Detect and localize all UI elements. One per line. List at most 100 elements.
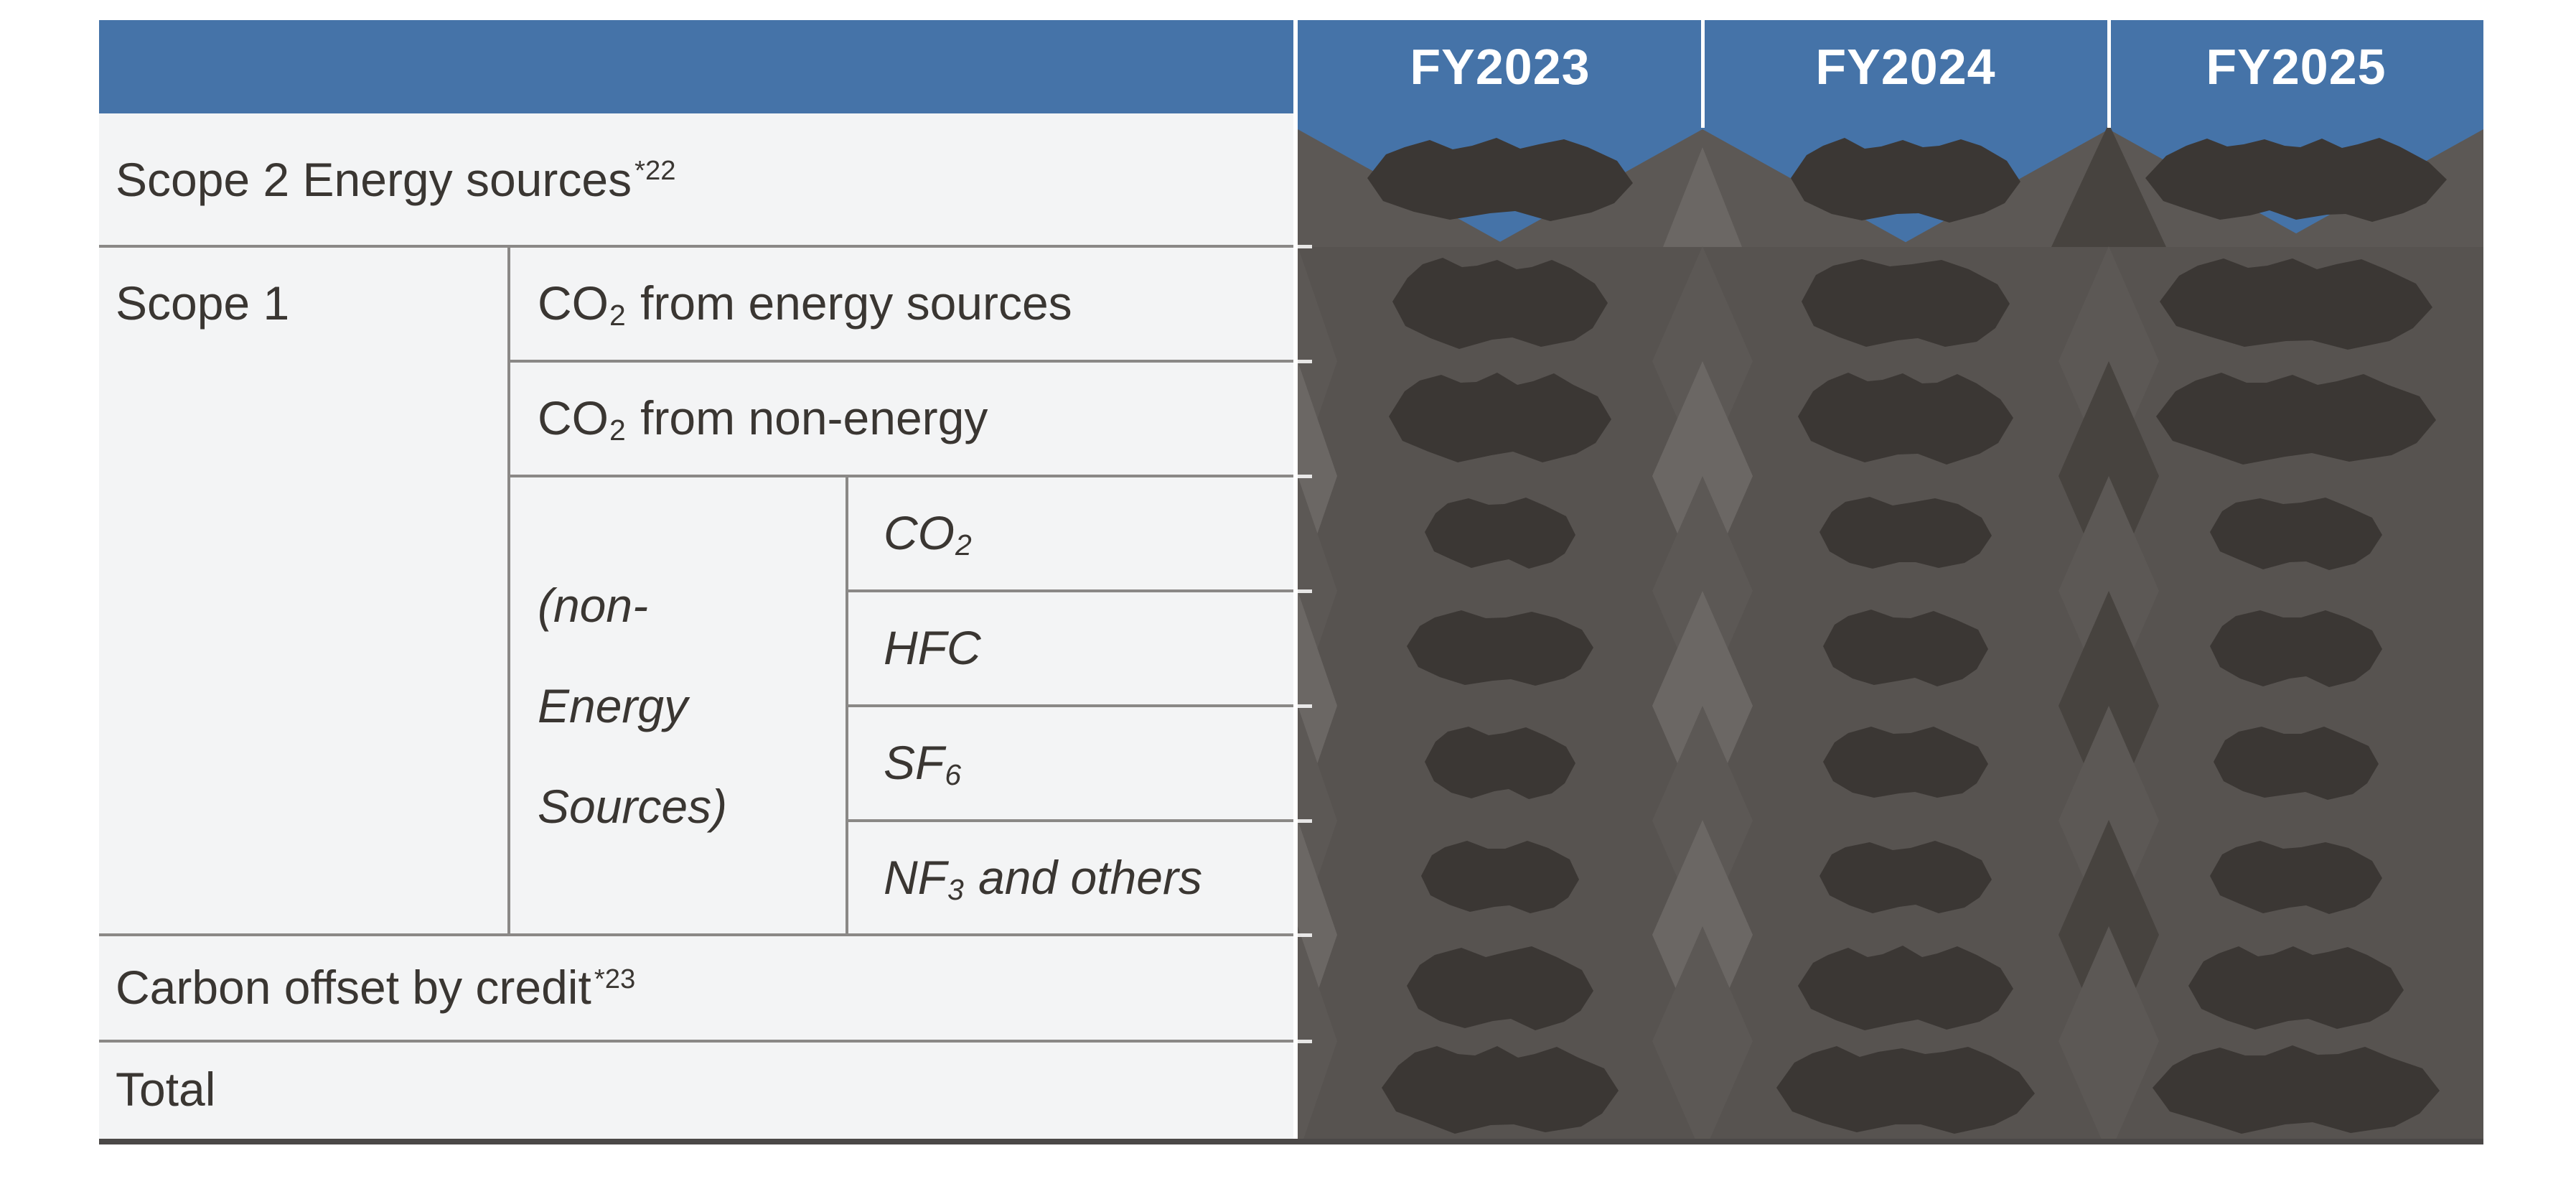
column-divider (507, 246, 510, 935)
label-main: Scope 1 (116, 276, 290, 330)
row-border-tick (1298, 475, 1312, 478)
footnote-superscript: *23 (594, 963, 636, 994)
row-label-gas-co2: CO2 (884, 476, 1271, 591)
redaction-blob (2210, 841, 2382, 914)
row-label-non-energy-group: (non- Energy Sources) (538, 476, 825, 935)
label-main: Scope 2 Energy sources (116, 152, 632, 206)
redaction-blob (1776, 1046, 2035, 1134)
label-main: SF (884, 736, 945, 790)
label-text: CO2 from non-energy (538, 391, 988, 447)
label-text: NF3 and others (884, 850, 1202, 906)
row-divider (846, 819, 1293, 822)
col-header-label: FY2024 (1815, 39, 1996, 95)
col-header-fy2024: FY2024 (1702, 20, 2109, 113)
label-text: SF6 (884, 736, 963, 791)
row-border-tick (1298, 933, 1312, 937)
col-header-fy2023: FY2023 (1298, 20, 1702, 113)
row-border-tick (1298, 589, 1312, 593)
redaction-blob (1798, 946, 2013, 1030)
redaction-blob (1823, 610, 1988, 686)
label-text: Scope 2 Energy sources *22 (116, 153, 676, 208)
label-main: (non- Energy Sources) (538, 578, 728, 833)
redaction-blob (2210, 498, 2382, 570)
label-main: NF (884, 850, 947, 904)
label-main: CO (884, 506, 955, 560)
row-label-co2-energy: CO2 from energy sources (538, 246, 1284, 361)
label-main: Total (116, 1063, 216, 1116)
row-label-gas-hfc: HFC (884, 591, 1271, 706)
redaction-wedge-light (1663, 147, 1742, 247)
redaction-blob (1407, 946, 1593, 1030)
redaction-blob (1389, 373, 1611, 462)
row-border-tick (1298, 1040, 1312, 1043)
table-bottom-border (99, 1139, 2483, 1144)
redaction-blob (1382, 1046, 1619, 1134)
redaction-blob (1823, 727, 1988, 798)
chemical-subscript: 6 (945, 758, 962, 792)
row-label-total: Total (116, 1041, 1235, 1139)
redaction-diamond (2059, 926, 2159, 1139)
row-label-carbon-offset: Carbon offset by credit *23 (116, 935, 1235, 1041)
redaction-blob (1819, 497, 1992, 569)
chemical-subscript: 2 (609, 299, 626, 332)
label-main: Carbon offset by credit (116, 961, 591, 1015)
label-text: Carbon offset by credit *23 (116, 961, 635, 1015)
row-border-tick (1298, 245, 1312, 248)
row-divider (507, 475, 1293, 477)
redaction-blob (1392, 258, 1608, 349)
redaction-diamond (1298, 926, 1337, 1139)
redaction-blob (1425, 727, 1575, 799)
header-band (99, 20, 1293, 113)
row-divider (846, 704, 1293, 707)
redaction-blob (2145, 138, 2447, 222)
row-divider (846, 589, 1293, 592)
chemical-subscript: 2 (609, 414, 626, 447)
label-main: CO (538, 276, 609, 330)
col-header-label: FY2025 (2206, 39, 2387, 95)
row-divider (507, 360, 1293, 363)
column-divider (846, 476, 848, 935)
label-rest: from non-energy (627, 391, 988, 445)
redaction-blob (2153, 1045, 2440, 1134)
redaction-blob (2160, 258, 2432, 350)
redaction-blob (1791, 138, 2020, 223)
row-label-gas-nf3: NF3 and others (884, 821, 1271, 935)
redaction-blob (2214, 727, 2379, 800)
redaction-blob (1367, 138, 1633, 221)
col-header-label: FY2023 (1410, 39, 1591, 95)
label-text: CO2 (884, 506, 973, 561)
label-main: CO (538, 391, 609, 445)
header-column-separator (2107, 20, 2111, 128)
row-divider (99, 245, 1293, 248)
col-header-fy2025: FY2025 (2109, 20, 2483, 113)
label-rest: and others (965, 850, 1202, 904)
redaction-blob (1421, 841, 1579, 913)
row-label-co2-non-energy: CO2 from non-energy (538, 361, 1284, 476)
row-border-tick (1298, 819, 1312, 823)
header-column-separator (1701, 20, 1705, 128)
label-rest: from energy sources (627, 276, 1072, 330)
row-border-tick (1298, 704, 1312, 708)
row-divider (99, 933, 1293, 936)
footnote-superscript: *22 (634, 155, 676, 187)
redaction-blob (2210, 610, 2382, 687)
row-divider (99, 1040, 1293, 1043)
redaction-blob (2156, 373, 2436, 465)
label-main: HFC (884, 621, 981, 675)
redaction-blob (1802, 259, 2010, 347)
redaction-blob (1407, 610, 1593, 686)
redaction-blob (1819, 841, 1992, 913)
row-border-tick (1298, 360, 1312, 363)
row-label-scope2: Scope 2 Energy sources *22 (116, 113, 1235, 246)
redaction-blob (1798, 373, 2013, 465)
row-label-gas-sf6: SF6 (884, 706, 1271, 821)
redaction-diamond (1652, 926, 1753, 1139)
label-text: CO2 from energy sources (538, 276, 1072, 332)
row-label-scope1: Scope 1 (116, 246, 489, 361)
label-area-background (99, 113, 1293, 1139)
redaction-blob (2188, 946, 2404, 1030)
label-text: HFC (884, 621, 983, 676)
redaction-blob (1425, 498, 1575, 569)
chemical-subscript: 3 (947, 872, 964, 906)
chemical-subscript: 2 (955, 528, 972, 562)
